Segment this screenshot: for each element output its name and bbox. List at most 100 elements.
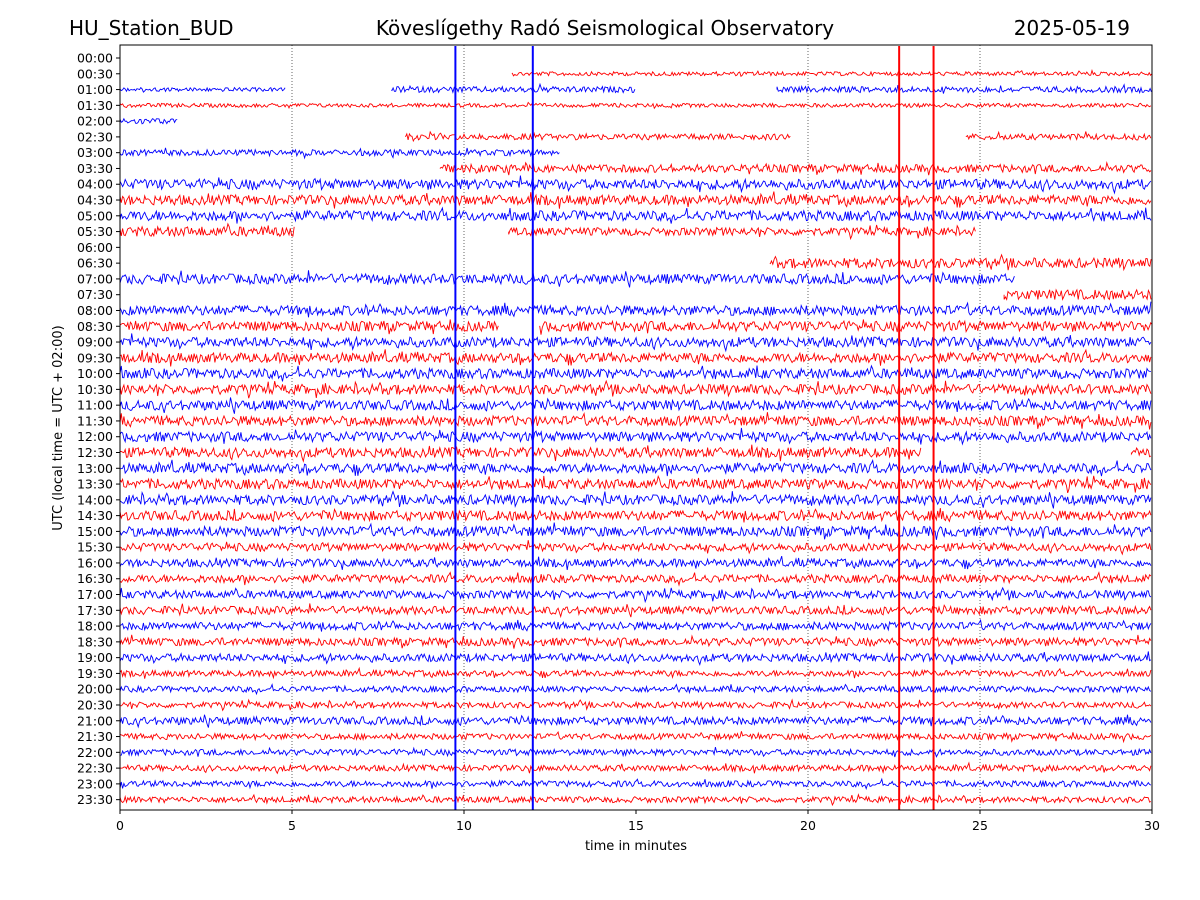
y-tick-label: 07:00 — [77, 271, 113, 286]
x-tick-label: 10 — [456, 818, 472, 833]
y-tick-label: 16:30 — [77, 571, 113, 586]
y-tick-label: 09:30 — [77, 350, 113, 365]
x-tick-label: 15 — [628, 818, 644, 833]
seismogram-traces — [119, 68, 1153, 807]
y-tick-label: 02:00 — [77, 114, 113, 129]
y-tick-label: 19:00 — [77, 650, 113, 665]
y-tick-label: 14:00 — [77, 492, 113, 507]
y-tick-label: 14:30 — [77, 508, 113, 523]
trace-segment — [439, 161, 1152, 176]
y-tick-label: 06:30 — [77, 256, 113, 271]
trace-segment — [119, 571, 1152, 587]
trace-segment — [119, 301, 1152, 318]
y-tick-label: 12:30 — [77, 445, 113, 460]
trace-segment — [119, 270, 1015, 288]
y-axis-ticks: 00:0000:3001:0001:3002:0002:3003:0003:30… — [77, 51, 120, 807]
trace-segment — [539, 319, 1153, 335]
y-tick-label: 08:30 — [77, 319, 113, 334]
y-tick-label: 18:00 — [77, 619, 113, 634]
observatory-title: Köveslígethy Radó Seismological Observat… — [376, 16, 834, 40]
trace-segment — [119, 490, 1152, 509]
y-tick-label: 10:30 — [77, 382, 113, 397]
grid-lines — [291, 45, 981, 810]
trace-segment — [119, 761, 1152, 775]
y-tick-label: 04:30 — [77, 193, 113, 208]
x-tick-label: 0 — [116, 818, 124, 833]
trace-segment — [1003, 288, 1152, 301]
trace-segment — [119, 333, 1152, 353]
trace-segment — [119, 459, 1152, 477]
y-tick-label: 05:00 — [77, 208, 113, 223]
trace-segment — [119, 683, 1152, 696]
y-tick-label: 01:30 — [77, 98, 113, 113]
trace-segment — [119, 731, 1152, 744]
y-tick-label: 13:30 — [77, 477, 113, 492]
trace-segment — [119, 746, 1152, 758]
trace-segment — [119, 222, 295, 238]
trace-segment — [119, 379, 1152, 399]
trace-segment — [119, 586, 1152, 604]
trace-segment — [119, 634, 1152, 649]
trace-segment — [965, 130, 1152, 141]
y-tick-label: 16:00 — [77, 555, 113, 570]
y-tick-label: 06:00 — [77, 240, 113, 255]
trace-segment — [119, 427, 1152, 446]
trace-segment — [119, 603, 1152, 619]
y-tick-label: 23:30 — [77, 792, 113, 807]
y-tick-label: 07:30 — [77, 287, 113, 302]
trace-segment — [119, 666, 1152, 680]
trace-segment — [119, 507, 1152, 523]
trace-segment — [769, 253, 1152, 272]
trace-segment — [119, 191, 1152, 209]
y-tick-label: 12:00 — [77, 429, 113, 444]
trace-segment — [119, 175, 1152, 195]
trace-segment — [119, 86, 286, 93]
y-tick-label: 20:00 — [77, 682, 113, 697]
trace-segment — [405, 130, 791, 143]
y-tick-label: 04:00 — [77, 177, 113, 192]
trace-segment — [119, 319, 499, 335]
trace-segment — [119, 117, 178, 125]
x-tick-label: 5 — [288, 818, 296, 833]
y-tick-label: 10:00 — [77, 366, 113, 381]
y-tick-label: 13:00 — [77, 461, 113, 476]
trace-segment — [119, 698, 1152, 712]
y-tick-label: 15:00 — [77, 524, 113, 539]
y-tick-label: 17:00 — [77, 587, 113, 602]
y-tick-label: 22:00 — [77, 745, 113, 760]
trace-segment — [119, 147, 560, 160]
y-axis-label: UTC (local time = UTC + 02:00) — [51, 325, 66, 530]
x-tick-label: 20 — [800, 818, 816, 833]
trace-segment — [119, 348, 1152, 367]
trace-segment — [119, 206, 1152, 224]
y-tick-label: 21:00 — [77, 713, 113, 728]
y-tick-label: 00:30 — [77, 66, 113, 81]
x-axis-label: time in minutes — [585, 839, 687, 854]
y-tick-label: 02:30 — [77, 129, 113, 144]
event-spikes — [454, 46, 935, 810]
y-tick-label: 11:30 — [77, 413, 113, 428]
y-tick-label: 00:00 — [77, 51, 113, 66]
y-tick-label: 01:00 — [77, 82, 113, 97]
trace-segment — [119, 651, 1152, 667]
x-tick-label: 25 — [972, 818, 988, 833]
y-tick-label: 19:30 — [77, 666, 113, 681]
trace-segment — [511, 68, 1153, 78]
y-tick-label: 03:30 — [77, 161, 113, 176]
trace-segment — [119, 411, 1152, 430]
trace-segment — [119, 101, 1152, 110]
trace-segment — [119, 522, 1152, 540]
trace-segment — [119, 444, 922, 463]
trace-segment — [119, 618, 1152, 632]
trace-segment — [391, 82, 636, 94]
y-tick-label: 15:30 — [77, 540, 113, 555]
x-axis-ticks: 0 5 10 15 20 25 30 — [116, 810, 1160, 833]
y-tick-label: 22:30 — [77, 761, 113, 776]
y-tick-label: 23:00 — [77, 776, 113, 791]
plot-frame — [119, 44, 1153, 811]
y-tick-label: 11:00 — [77, 398, 113, 413]
trace-segment — [1130, 446, 1152, 458]
date-title: 2025-05-19 — [1014, 16, 1130, 40]
trace-segment — [508, 224, 976, 241]
